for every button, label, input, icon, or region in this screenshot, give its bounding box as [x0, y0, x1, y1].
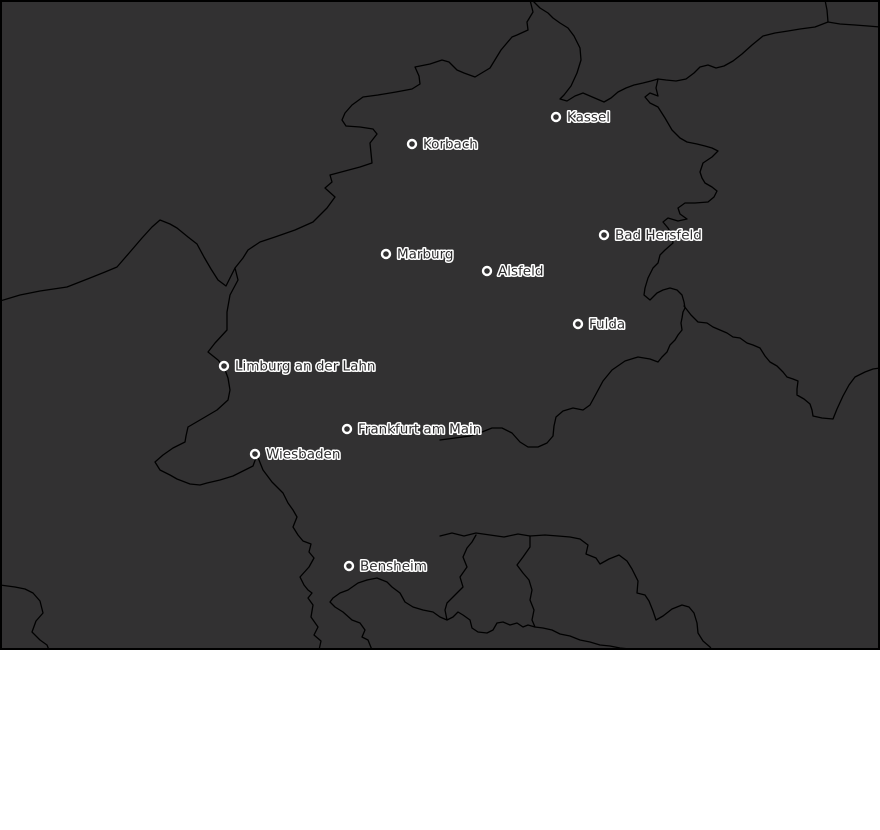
city-marker-icon — [218, 360, 230, 372]
city-marker-icon — [249, 448, 261, 460]
border-northeast-spur — [827, 21, 880, 28]
border-odenwald — [366, 577, 641, 651]
city-marker-icon — [380, 248, 392, 260]
city-label: Korbach — [423, 137, 478, 153]
city: Wiesbaden — [249, 445, 342, 464]
border-south-link-b — [516, 535, 536, 628]
city-label: Frankfurt am Main — [358, 422, 481, 438]
city-label: Marburg — [397, 247, 453, 263]
city-marker-icon — [343, 560, 355, 572]
city: Korbach — [406, 135, 479, 154]
state-borders — [0, 0, 880, 651]
map-background — [0, 0, 880, 650]
city: Frankfurt am Main — [341, 420, 483, 439]
footer: Gesamtbewölkung (in %) Mo, 26.01.2026 00… — [0, 650, 880, 830]
city: Bensheim — [343, 557, 428, 576]
border-bergstrasse — [329, 579, 373, 651]
border-east-branch — [683, 305, 880, 420]
city-label: Bensheim — [360, 559, 427, 575]
border-west-spur — [0, 219, 236, 302]
border-east — [439, 0, 719, 448]
city-marker-icon — [481, 265, 493, 277]
city: Kassel — [550, 108, 612, 127]
border-northeast — [657, 0, 829, 82]
city: Marburg — [380, 245, 455, 264]
city-label: Limburg an der Lahn — [235, 359, 375, 375]
city-label: Bad Hersfeld — [615, 228, 702, 244]
city-label: Wiesbaden — [266, 447, 340, 463]
city-label: Fulda — [589, 317, 625, 333]
city-label: Alsfeld — [498, 264, 543, 280]
city: Fulda — [572, 315, 627, 334]
city: Bad Hersfeld — [598, 226, 703, 245]
city-marker-icon — [406, 138, 418, 150]
city: Alsfeld — [481, 262, 545, 281]
border-south-upper — [439, 532, 713, 651]
border-south-link-a — [444, 534, 477, 621]
city: Limburg an der Lahn — [218, 357, 377, 376]
city-layer: Kassel Korbach Bad Hersfeld Marburg Alsfeld F… — [218, 108, 703, 576]
city-marker-icon — [550, 111, 562, 123]
border-southwest-stub — [0, 584, 50, 651]
city-marker-icon — [598, 229, 610, 241]
border-west — [154, 0, 534, 651]
city-marker-icon — [341, 423, 353, 435]
map-canvas: Kassel Korbach Bad Hersfeld Marburg Alsfeld F… — [0, 0, 880, 651]
city-label: Kassel — [567, 110, 610, 126]
city-marker-icon — [572, 318, 584, 330]
